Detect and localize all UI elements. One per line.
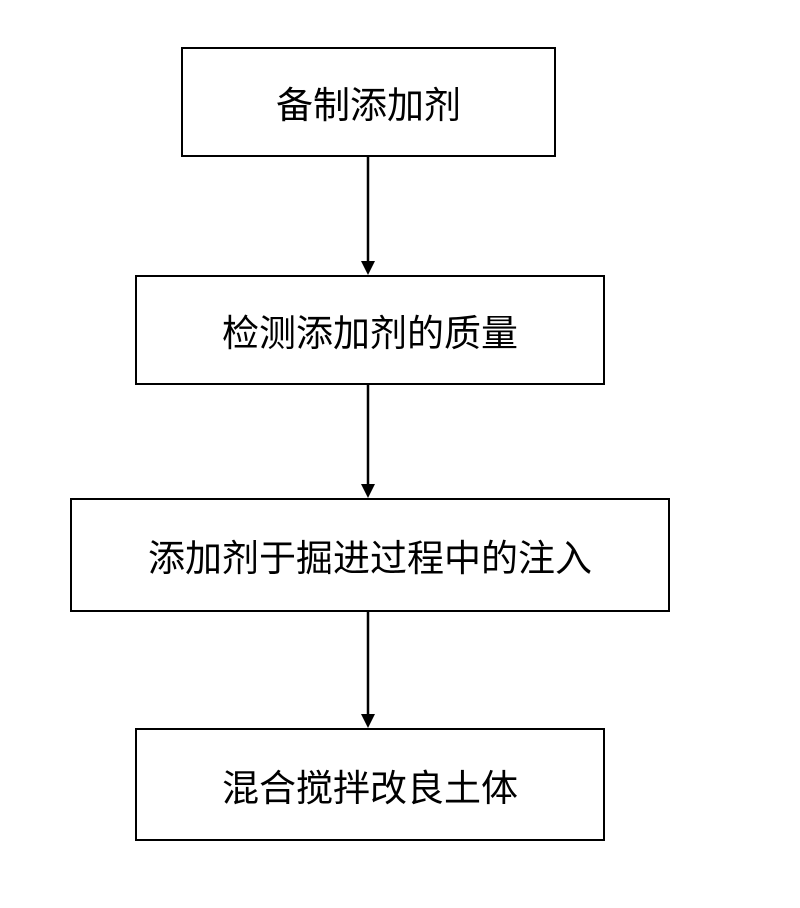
flow-node-2: 检测添加剂的质量 (135, 275, 605, 385)
flow-node-3: 添加剂于掘进过程中的注入 (70, 498, 670, 612)
flow-node-3-label: 添加剂于掘进过程中的注入 (148, 528, 592, 582)
flowchart-canvas: 备制添加剂 检测添加剂的质量 添加剂于掘进过程中的注入 混合搅拌改良土体 (0, 0, 800, 908)
flow-node-2-label: 检测添加剂的质量 (222, 303, 518, 357)
flow-node-4-label: 混合搅拌改良土体 (222, 758, 518, 812)
flow-node-1-label: 备制添加剂 (276, 75, 461, 129)
flow-node-4: 混合搅拌改良土体 (135, 728, 605, 841)
flow-node-1: 备制添加剂 (181, 47, 556, 157)
